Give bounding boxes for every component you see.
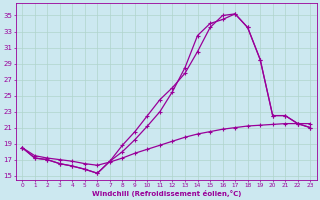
X-axis label: Windchill (Refroidissement éolien,°C): Windchill (Refroidissement éolien,°C) xyxy=(92,190,241,197)
